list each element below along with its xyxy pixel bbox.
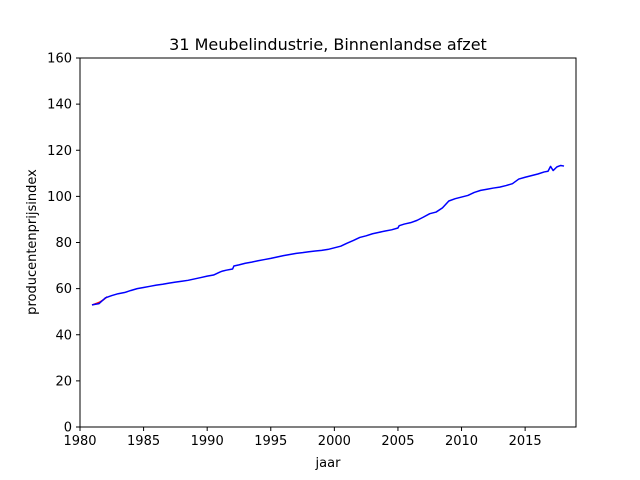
x-tick-label: 2005 (381, 434, 414, 449)
x-tick-label: 2015 (509, 434, 542, 449)
series-line-1 (91, 164, 565, 306)
y-axis-label: producentenprijsindex (25, 169, 40, 315)
y-tick-label: 160 (47, 52, 72, 67)
y-tick-label: 20 (55, 374, 72, 389)
x-tick-label: 1980 (63, 434, 96, 449)
x-tick-label: 1990 (191, 434, 224, 449)
y-tick-label: 40 (55, 328, 72, 343)
y-tick-label: 100 (47, 190, 72, 205)
chart-title: 31 Meubelindustrie, Binnenlandse afzet (169, 35, 487, 54)
x-tick-label: 2000 (318, 434, 351, 449)
y-tick-label: 0 (64, 421, 72, 436)
y-tick-label: 60 (55, 282, 72, 297)
x-axis-label: jaar (315, 456, 342, 471)
x-tick-label: 2010 (445, 434, 478, 449)
y-tick-label: 80 (55, 236, 72, 251)
y-tick-label: 140 (47, 98, 72, 113)
plot-frame (79, 57, 577, 428)
x-tick-label: 1985 (127, 434, 160, 449)
x-tick-label: 1995 (254, 434, 287, 449)
y-tick-label: 120 (47, 144, 72, 159)
plot-area: 1980 1985 1990 1995 2000 2005 2010 2015 0 20 40 60 8… (47, 52, 577, 449)
